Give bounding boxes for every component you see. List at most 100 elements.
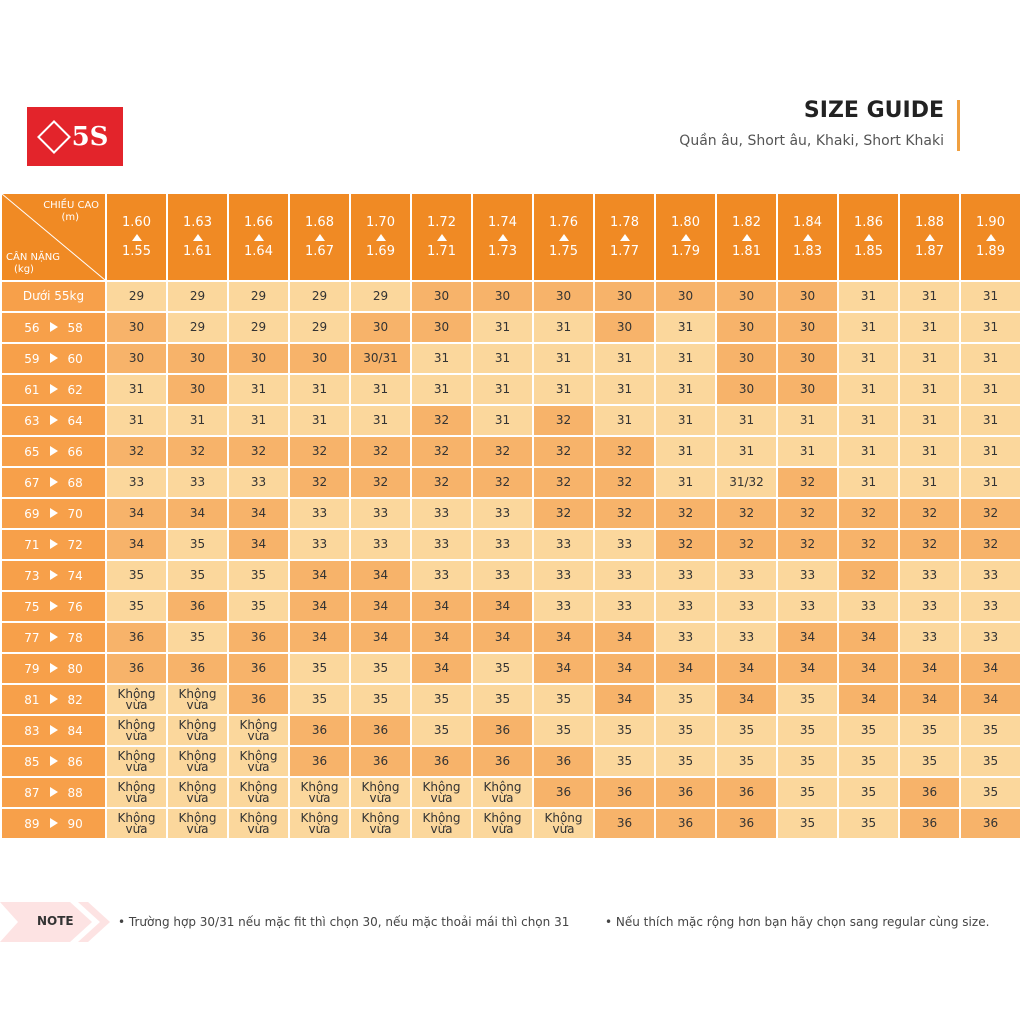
column-header: 1.86 1.85	[837, 192, 900, 282]
size-cell: 30	[410, 311, 473, 344]
arrow-icon	[802, 233, 813, 241]
size-cell: 35	[166, 528, 229, 561]
row-label: 87 88	[0, 776, 107, 809]
size-cell: 36	[227, 652, 290, 685]
arrow-icon	[741, 233, 752, 241]
size-cell: 36	[227, 621, 290, 654]
size-cell: 29	[288, 311, 351, 344]
size-cell: 36	[532, 776, 595, 809]
size-cell: Không vừa	[105, 807, 168, 840]
size-cell: 33	[593, 528, 656, 561]
corner-cell: CHIỀU CAO (m) CÂN NẶNG (kg)	[0, 192, 107, 282]
size-cell: 35	[837, 714, 900, 747]
column-header: 1.76 1.75	[532, 192, 595, 282]
weight-from: 63	[24, 413, 40, 428]
size-cell: Không vừa	[227, 745, 290, 778]
weight-to: 68	[67, 475, 83, 490]
size-cell: 35	[776, 807, 839, 840]
weight-to: 80	[67, 661, 83, 676]
arrow-icon	[49, 445, 58, 456]
size-cell: 30	[593, 280, 656, 313]
size-cell: 32	[898, 497, 961, 530]
size-cell: 34	[959, 652, 1022, 685]
size-cell: 34	[776, 652, 839, 685]
size-cell: 32	[837, 497, 900, 530]
column-header: 1.80 1.79	[654, 192, 717, 282]
weight-to: 78	[67, 630, 83, 645]
size-cell: 29	[349, 280, 412, 313]
arrow-icon	[375, 233, 386, 241]
weight-from: 87	[24, 785, 40, 800]
size-cell: 30	[776, 280, 839, 313]
note-item: • Trường hợp 30/31 nếu mặc fit thì chọn …	[118, 915, 570, 929]
row-label: 56 58	[0, 311, 107, 344]
size-cell: 30	[715, 342, 778, 375]
size-cell: 36	[105, 621, 168, 654]
size-cell: 35	[776, 714, 839, 747]
size-cell: 35	[593, 714, 656, 747]
size-cell: 31	[898, 280, 961, 313]
size-cell: 31	[227, 404, 290, 437]
size-cell: Không vừa	[166, 745, 229, 778]
size-cell: 32	[410, 404, 473, 437]
weight-from: 61	[24, 382, 40, 397]
size-cell: 33	[410, 497, 473, 530]
arrow-icon	[619, 233, 630, 241]
size-cell: 31	[166, 404, 229, 437]
size-cell: 32	[471, 435, 534, 468]
size-cell: 32	[105, 435, 168, 468]
column-header: 1.63 1.61	[166, 192, 229, 282]
size-cell: 31	[288, 373, 351, 406]
note: NOTE • Trường hợp 30/31 nếu mặc fit thì …	[0, 900, 1024, 944]
size-cell: 31	[471, 373, 534, 406]
arrow-icon	[49, 817, 58, 828]
column-header: 1.90 1.89	[959, 192, 1022, 282]
size-cell: Không vừa	[166, 807, 229, 840]
size-cell: 31	[471, 311, 534, 344]
table-row: Dưới 55kg 29 29 29 29 29 30 30 30 30 30 30 30 31 31 31	[0, 280, 1022, 313]
size-cell: 32	[654, 528, 717, 561]
column-header: 1.70 1.69	[349, 192, 412, 282]
size-cell: 36	[898, 776, 961, 809]
size-cell: 36	[349, 714, 412, 747]
size-cell: 31	[654, 466, 717, 499]
size-cell: 33	[959, 590, 1022, 623]
row-label: 59 60	[0, 342, 107, 375]
table-row: 85 86 Không vừa Không vừa Không vừa 36 36 36 36 3…	[0, 745, 1022, 778]
height-top: 1.76	[549, 214, 578, 230]
size-cell: Không vừa	[105, 745, 168, 778]
size-cell: 31	[593, 373, 656, 406]
size-cell: Không vừa	[410, 776, 473, 809]
subtitle: Quần âu, Short âu, Khaki, Short Khaki	[679, 133, 944, 149]
height-top: 1.68	[305, 214, 334, 230]
size-cell: 33	[227, 466, 290, 499]
size-cell: 31	[532, 311, 595, 344]
size-cell: 34	[288, 559, 351, 592]
size-cell: 33	[288, 528, 351, 561]
size-cell: 31	[898, 342, 961, 375]
size-cell: 31	[898, 311, 961, 344]
corner-bottom-text: CÂN NẶNG	[6, 252, 61, 263]
size-cell: 31	[959, 404, 1022, 437]
arrow-icon	[49, 724, 58, 735]
size-cell: 35	[532, 714, 595, 747]
weight-to: 64	[67, 413, 83, 428]
weight-from: 59	[24, 351, 40, 366]
size-cell: 30	[410, 280, 473, 313]
size-cell: Không vừa	[227, 776, 290, 809]
size-cell: 33	[349, 497, 412, 530]
size-cell: 31	[471, 342, 534, 375]
size-cell: 35	[654, 714, 717, 747]
size-cell: 32	[837, 528, 900, 561]
size-cell: 30	[349, 311, 412, 344]
size-cell: 36	[227, 683, 290, 716]
size-cell: 33	[898, 590, 961, 623]
size-cell: 34	[532, 621, 595, 654]
size-cell: 35	[898, 745, 961, 778]
size-cell: 36	[166, 652, 229, 685]
corner-bottom-unit: (kg)	[14, 264, 34, 275]
arrow-icon	[680, 233, 691, 241]
size-cell: 31	[898, 404, 961, 437]
note-text: Trường hợp 30/31 nếu mặc fit thì chọn 30…	[128, 915, 570, 929]
arrow-icon	[985, 233, 996, 241]
